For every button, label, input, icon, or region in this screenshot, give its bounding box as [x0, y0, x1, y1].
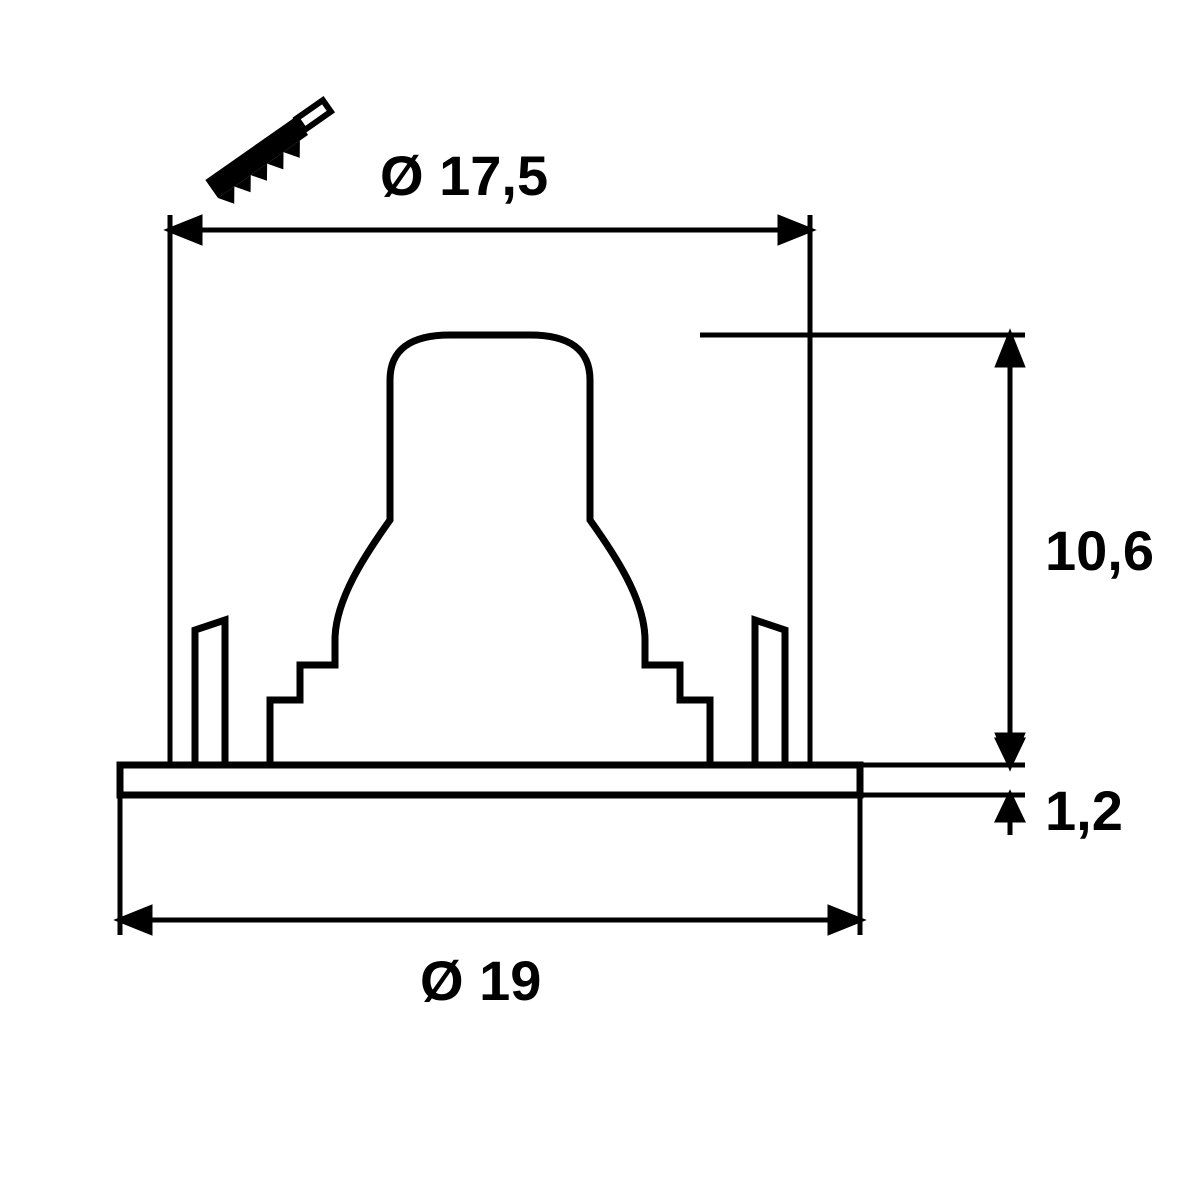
dim-cutout-diameter: [170, 215, 810, 765]
label-height-upper: 10,6: [1045, 519, 1154, 582]
dimension-diagram: Ø 17,5 Ø 19 10,6: [0, 0, 1200, 1200]
saw-icon: [205, 99, 342, 210]
label-outer-diameter: Ø 19: [420, 949, 541, 1012]
dim-outer-diameter: [120, 795, 860, 935]
dim-height-flange: [860, 740, 1025, 835]
label-height-flange: 1,2: [1045, 779, 1123, 842]
product-outline: [120, 335, 860, 795]
dim-height-upper: [700, 335, 1025, 765]
label-cutout-diameter: Ø 17,5: [380, 144, 548, 207]
